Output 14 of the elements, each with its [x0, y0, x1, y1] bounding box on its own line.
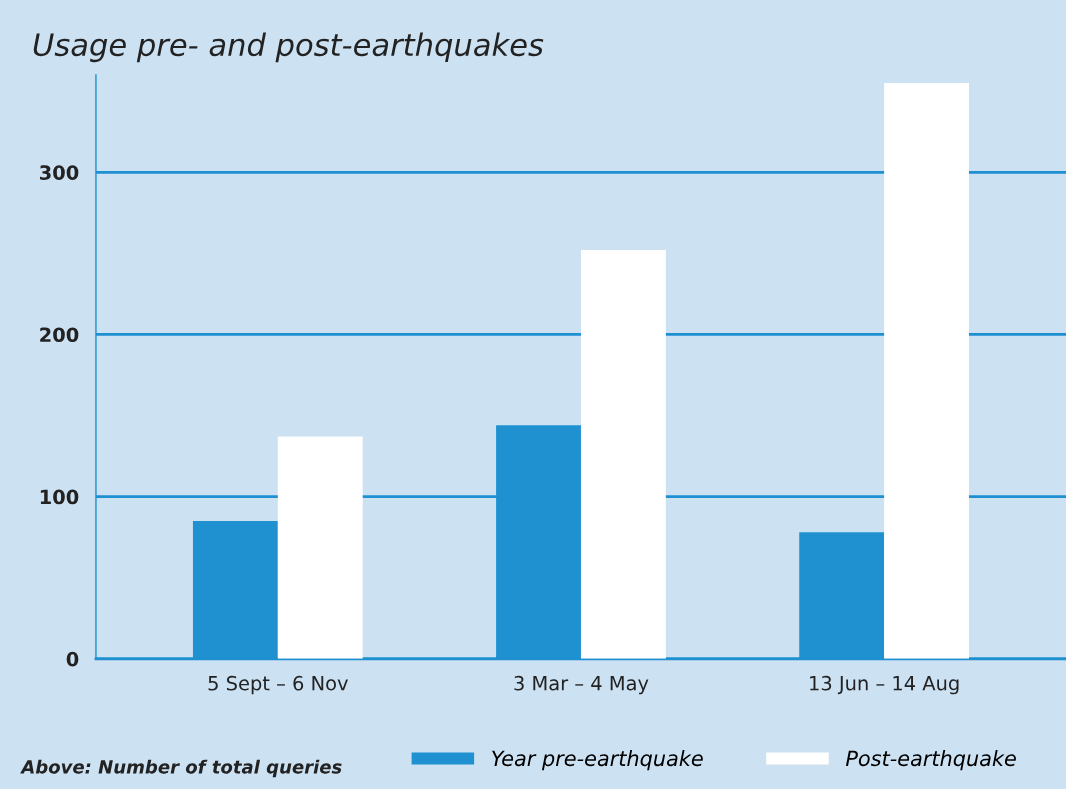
chart-title: Usage pre- and post-earthquakes — [33, 32, 544, 63]
bar — [277, 436, 363, 659]
y-tick-label: 100 — [40, 489, 79, 505]
y-tick-label: 200 — [40, 327, 79, 343]
x-tick-label: 13 Jun – 14 Aug — [810, 675, 959, 695]
y-tick-label: 0 — [66, 651, 79, 667]
legend-label: Post-earthquake — [845, 750, 1016, 771]
bar — [580, 250, 666, 659]
text: Above: Number of total queries — [20, 759, 342, 778]
x-tick-label: 3 Mar – 4 May — [514, 675, 649, 695]
legend-label: Year pre-earthquake — [492, 750, 703, 771]
y-tick-label: 300 — [39, 165, 79, 180]
bar — [884, 83, 969, 659]
x-tick-label: 5 Sept – 6 Nov — [208, 675, 348, 695]
